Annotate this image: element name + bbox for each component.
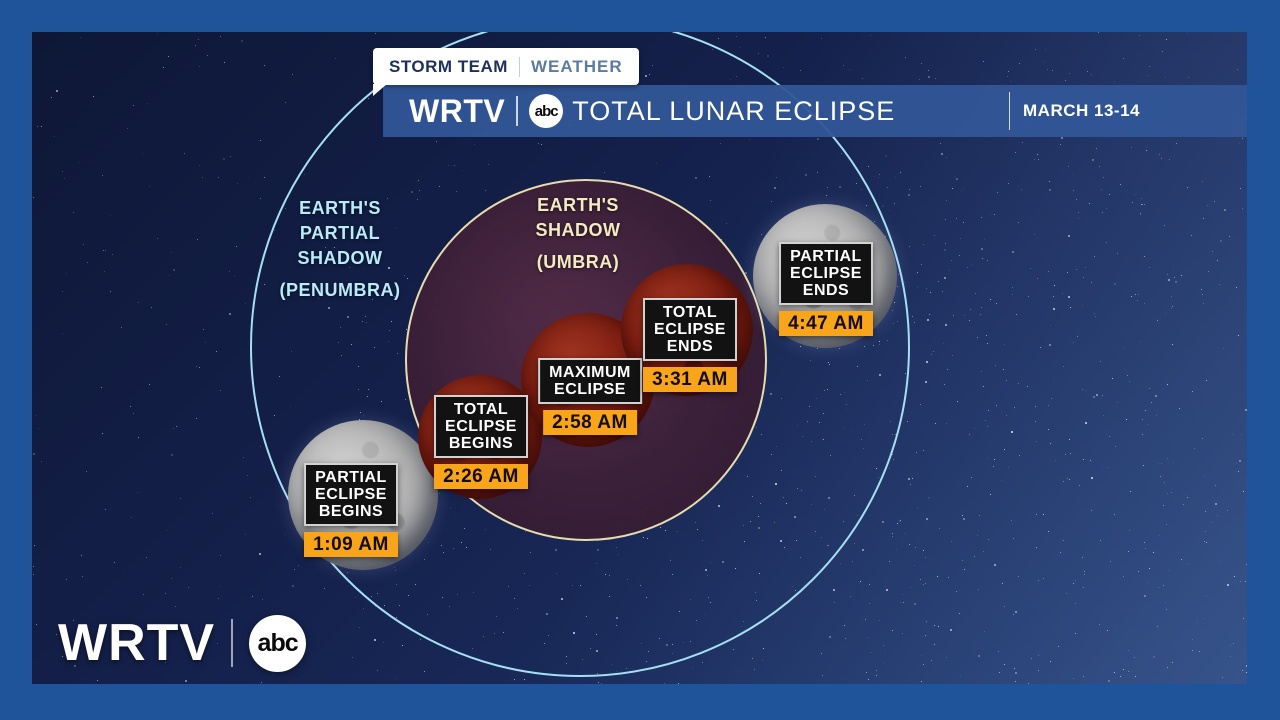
station-bug: WRTV abc — [58, 613, 307, 673]
station-logo-text: WRTV — [409, 92, 506, 129]
event-label: TOTAL ECLIPSE BEGINS — [434, 395, 528, 458]
page-title: TOTAL LUNAR ECLIPSE — [572, 95, 896, 126]
event-label: MAXIMUM ECLIPSE — [538, 358, 642, 404]
penumbra-label-text: EARTH'S PARTIAL SHADOW — [297, 198, 383, 268]
penumbra-sublabel-text: (PENUMBRA) — [279, 280, 401, 300]
night-sky: EARTH'S PARTIAL SHADOW (PENUMBRA) EARTH'… — [32, 32, 1247, 684]
event-time: 2:58 AM — [543, 410, 637, 435]
header-divider — [516, 96, 519, 126]
station-bug-text: WRTV — [58, 614, 216, 672]
station-bug-divider — [231, 619, 234, 667]
event-time: 2:26 AM — [434, 464, 528, 489]
title-bar: WRTV abc TOTAL LUNAR ECLIPSE MARCH 13-14 — [383, 85, 1247, 137]
weather-label: WEATHER — [530, 56, 623, 76]
event-maximum-eclipse: MAXIMUM ECLIPSE 2:58 AM — [538, 358, 642, 435]
date-range-text: MARCH 13-14 — [1023, 101, 1140, 120]
date-range: MARCH 13-14 — [1009, 92, 1140, 130]
storm-team-badge: STORM TEAM WEATHER — [373, 48, 639, 96]
event-total-eclipse-ends: TOTAL ECLIPSE ENDS 3:31 AM — [643, 298, 737, 392]
event-partial-eclipse-begins: PARTIAL ECLIPSE BEGINS 1:09 AM — [304, 463, 398, 557]
abc-network-icon: abc — [249, 614, 307, 672]
event-time: 4:47 AM — [779, 311, 873, 336]
event-time: 1:09 AM — [304, 532, 398, 557]
event-label: TOTAL ECLIPSE ENDS — [643, 298, 737, 361]
date-divider — [1009, 92, 1011, 130]
badge-divider — [518, 56, 520, 77]
penumbra-circle — [250, 32, 910, 677]
umbra-label-text: EARTH'S SHADOW — [535, 195, 621, 240]
event-time: 3:31 AM — [643, 367, 737, 392]
event-label: PARTIAL ECLIPSE ENDS — [779, 242, 873, 305]
umbra-label: EARTH'S SHADOW (UMBRA) — [536, 193, 621, 273]
storm-team-label: STORM TEAM — [389, 56, 508, 76]
event-label: PARTIAL ECLIPSE BEGINS — [304, 463, 398, 526]
abc-network-icon: abc — [529, 94, 564, 128]
penumbra-label: EARTH'S PARTIAL SHADOW (PENUMBRA) — [280, 196, 401, 301]
event-partial-eclipse-ends: PARTIAL ECLIPSE ENDS 4:47 AM — [779, 242, 873, 336]
event-total-eclipse-begins: TOTAL ECLIPSE BEGINS 2:26 AM — [434, 395, 528, 489]
umbra-sublabel-text: (UMBRA) — [536, 252, 620, 272]
